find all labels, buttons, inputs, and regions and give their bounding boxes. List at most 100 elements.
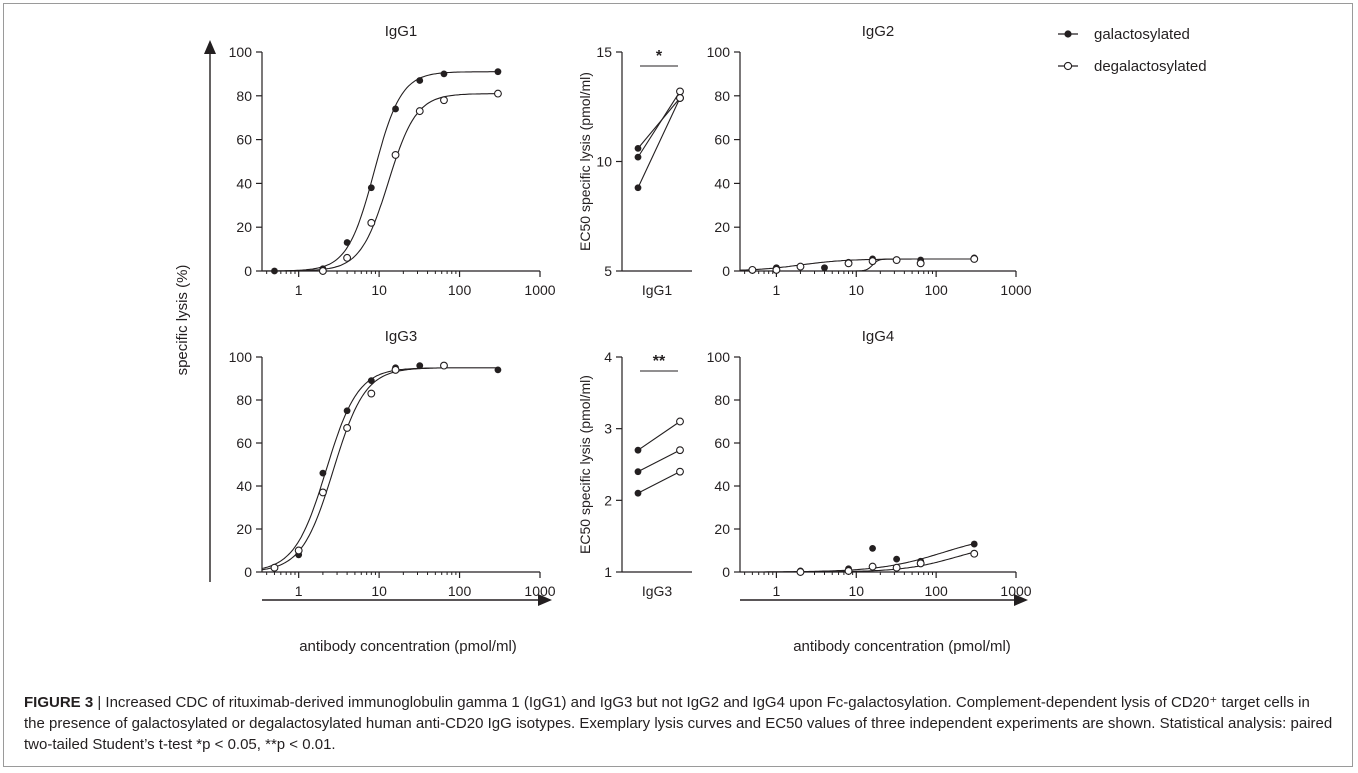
caption-separator: | xyxy=(93,694,106,711)
y-tick-label: 60 xyxy=(714,132,730,148)
y-tick-label: 5 xyxy=(604,263,612,279)
y-axis-arrowhead xyxy=(204,40,216,54)
y-tick-label: 15 xyxy=(596,44,612,60)
data-point-degalactosylated xyxy=(676,446,684,455)
y-tick-label: 20 xyxy=(714,521,730,537)
ec50-x-category-label: IgG3 xyxy=(642,583,673,599)
x-tick-label: 10 xyxy=(371,583,387,599)
panel-title: IgG2 xyxy=(862,23,895,40)
x-tick-label: 10 xyxy=(848,583,864,599)
y-tick-label: 60 xyxy=(236,435,252,451)
legend-label-degalactosylated: degalactosylated xyxy=(1094,58,1207,75)
y-tick-label: 100 xyxy=(707,349,731,365)
pair-line xyxy=(637,471,681,494)
data-point-degalactosylated xyxy=(294,546,303,555)
x-tick-label: 1 xyxy=(773,583,781,599)
y-tick-label: 40 xyxy=(236,175,252,191)
data-point-degalactosylated xyxy=(440,96,448,105)
y-tick-label: 3 xyxy=(604,421,612,437)
data-point-degalactosylated xyxy=(676,417,684,426)
data-point-galactosylated xyxy=(416,362,424,369)
y-tick-label: 0 xyxy=(722,263,730,279)
data-point-degalactosylated xyxy=(440,361,448,370)
x-tick-label: 100 xyxy=(448,583,472,599)
fit-curve-galactosylated xyxy=(261,71,498,272)
x-tick-label: 1000 xyxy=(524,282,555,298)
y-tick-label: 40 xyxy=(714,175,730,191)
data-point-degalactosylated xyxy=(391,150,400,159)
y-tick-label: 4 xyxy=(604,349,612,365)
figure-caption: FIGURE 3 | Increased CDC of rituximab-de… xyxy=(24,692,1334,755)
data-point-galactosylated xyxy=(821,264,828,272)
y-tick-label: 0 xyxy=(722,564,730,580)
x-tick-label: 1 xyxy=(773,282,781,298)
data-point-galactosylated xyxy=(367,377,375,385)
y-tick-label: 0 xyxy=(244,564,252,580)
y-tick-label: 20 xyxy=(236,521,252,537)
data-point-degalactosylated xyxy=(318,488,327,497)
x-tick-label: 1000 xyxy=(1000,583,1031,599)
data-point-galactosylated xyxy=(970,540,978,548)
y-tick-label: 20 xyxy=(236,219,252,235)
data-point-degalactosylated xyxy=(343,424,352,432)
data-point-degalactosylated xyxy=(367,218,376,227)
x-tick-label: 10 xyxy=(371,282,387,298)
pair-line xyxy=(637,97,681,189)
pair-line xyxy=(637,421,681,451)
y-tick-label: 40 xyxy=(714,478,730,494)
caption-label: FIGURE 3 xyxy=(24,694,94,711)
x-tick-label: 1000 xyxy=(1000,282,1031,298)
legend-label-galactosylated: galactosylated xyxy=(1094,26,1190,43)
panel-igg2-lysis-curve: IgG2 0 20 40 60 80 100 1 10 100 1000 xyxy=(707,23,1032,298)
data-point-degalactosylated xyxy=(844,566,853,575)
data-point-degalactosylated xyxy=(916,259,925,268)
legend: galactosylated degalactosylated xyxy=(1058,26,1207,75)
data-point-galactosylated xyxy=(367,184,375,192)
data-point-galactosylated xyxy=(343,239,351,246)
data-point-degalactosylated xyxy=(892,563,901,572)
x-tick-label: 100 xyxy=(924,282,948,298)
pair-line xyxy=(637,97,681,149)
ec50-x-category-label: IgG1 xyxy=(642,282,673,298)
data-point-degalactosylated xyxy=(748,265,757,274)
data-point-degalactosylated xyxy=(493,89,502,98)
ec50-y-axis-label: EC50 specific lysis (pmol/ml) xyxy=(577,375,593,554)
data-point-degalactosylated xyxy=(916,559,925,568)
ec50-y-axis-label: EC50 specific lysis (pmol/ml) xyxy=(577,72,593,251)
y-tick-label: 80 xyxy=(714,88,730,104)
data-point-galactosylated xyxy=(634,144,642,152)
x-tick-label: 1000 xyxy=(524,583,555,599)
fit-curve-galactosylated xyxy=(262,367,498,569)
data-point-degalactosylated xyxy=(868,257,877,266)
y-tick-label: 1 xyxy=(604,564,612,580)
data-point-galactosylated xyxy=(343,407,351,415)
x-tick-label: 100 xyxy=(448,282,472,298)
data-point-galactosylated xyxy=(319,469,327,477)
y-tick-label: 100 xyxy=(707,44,731,60)
fit-curve-degalactosylated xyxy=(286,93,498,272)
y-tick-label: 10 xyxy=(596,154,612,170)
panel-igg4-lysis-curve: IgG4 0 20 40 60 80 100 1 10 100 1000 xyxy=(707,328,1032,599)
data-point-degalactosylated xyxy=(676,87,684,96)
significance-label: * xyxy=(656,48,663,65)
x-axis-label-right: antibody concentration (pmol/ml) xyxy=(793,638,1011,655)
x-axis-arrowhead-right xyxy=(1014,594,1028,606)
y-tick-label: 40 xyxy=(236,478,252,494)
panel-igg3-lysis-curve: IgG3 0 20 40 60 80 100 1 10 100 1000 xyxy=(229,328,556,599)
y-tick-label: 80 xyxy=(236,392,252,408)
data-point-degalactosylated xyxy=(892,256,901,264)
x-axis-arrowhead-left xyxy=(538,594,552,606)
y-axis-label: specific lysis (%) xyxy=(174,265,191,376)
y-tick-label: 60 xyxy=(236,132,252,148)
x-tick-label: 1 xyxy=(295,282,303,298)
panel-igg3-ec50: 1 2 3 4 EC50 specific lysis (pmol/ml) IgG3 ** xyxy=(577,349,692,599)
data-point-degalactosylated xyxy=(676,94,684,102)
data-point-galactosylated xyxy=(392,105,399,113)
panel-igg1-lysis-curve: IgG1 0 20 40 60 80 100 1 10 100 1000 xyxy=(229,23,556,298)
data-point-degalactosylated xyxy=(970,549,979,558)
y-tick-label: 80 xyxy=(236,88,252,104)
panel-title: IgG3 xyxy=(385,328,418,345)
x-tick-label: 100 xyxy=(924,583,948,599)
